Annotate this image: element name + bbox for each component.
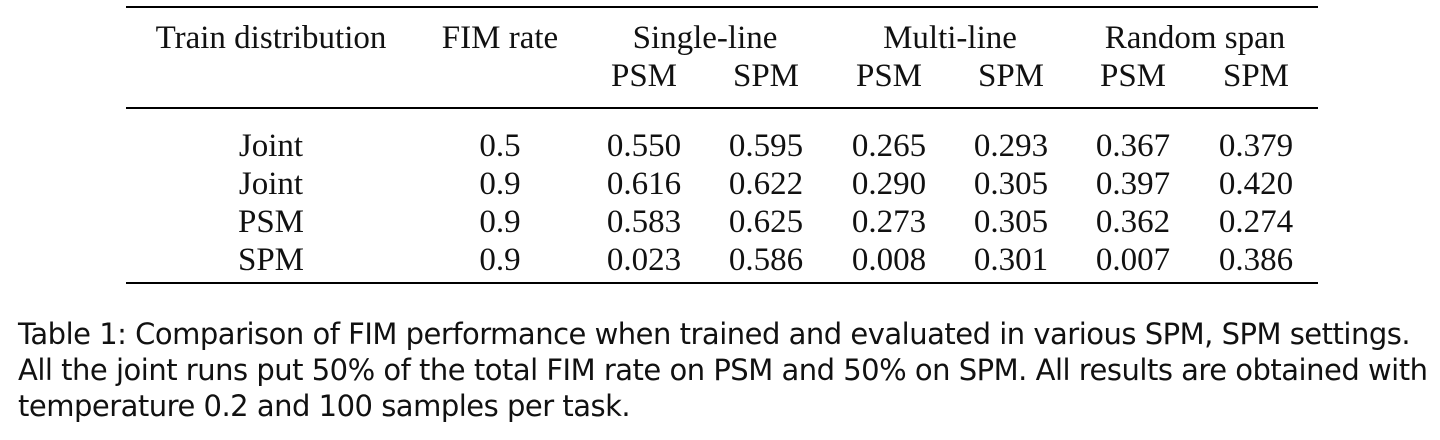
header-random-span: Random span: [1104, 20, 1286, 56]
table-header-rule: [126, 107, 1318, 109]
subheader-random-span-psm: PSM: [1099, 58, 1167, 94]
table-top-rule: [126, 6, 1318, 8]
table-cell: 0.273: [851, 204, 927, 240]
table-cell: Joint: [238, 128, 304, 164]
table-cell: 0.625: [728, 204, 804, 240]
subheader-multi-line-psm: PSM: [855, 58, 923, 94]
table-cell: 0.420: [1218, 166, 1294, 202]
table-caption: Table 1: Comparison of FIM performance w…: [18, 317, 1428, 423]
header-train-distribution: Train distribution: [155, 20, 387, 56]
table-cell: 0.622: [728, 166, 804, 202]
subheader-single-line-psm: PSM: [610, 58, 678, 94]
table-cell: 0.305: [973, 166, 1049, 202]
table-cell: 0.586: [728, 242, 804, 278]
table-cell: 0.9: [479, 242, 521, 278]
table-cell: 0.290: [851, 166, 927, 202]
subheader-single-line-spm: SPM: [732, 58, 800, 94]
table-cell: PSM: [237, 204, 305, 240]
table-cell: Joint: [238, 166, 304, 202]
table-cell: 0.305: [973, 204, 1049, 240]
table-cell: 0.265: [851, 128, 927, 164]
table-cell: 0.379: [1218, 128, 1294, 164]
table-cell: 0.362: [1095, 204, 1171, 240]
table-cell: 0.007: [1095, 242, 1171, 278]
table-cell: 0.386: [1218, 242, 1294, 278]
table-cell: 0.367: [1095, 128, 1171, 164]
table-cell: 0.274: [1218, 204, 1294, 240]
table-cell: 0.301: [973, 242, 1049, 278]
table-cell: 0.008: [851, 242, 927, 278]
table-cell: 0.583: [606, 204, 682, 240]
header-fim-rate: FIM rate: [441, 20, 559, 56]
table-cell: 0.293: [973, 128, 1049, 164]
header-single-line: Single-line: [632, 20, 778, 56]
table-cell: 0.023: [606, 242, 682, 278]
table-cell: 0.397: [1095, 166, 1171, 202]
table-cell: 0.5: [479, 128, 521, 164]
table-cell: 0.9: [479, 204, 521, 240]
table-cell: 0.616: [606, 166, 682, 202]
table-cell: SPM: [237, 242, 305, 278]
header-multi-line: Multi-line: [883, 20, 1017, 56]
table-bottom-rule: [126, 282, 1318, 284]
table-cell: 0.9: [479, 166, 521, 202]
subheader-random-span-spm: SPM: [1222, 58, 1290, 94]
subheader-multi-line-spm: SPM: [977, 58, 1045, 94]
table-cell: 0.595: [728, 128, 804, 164]
table-cell: 0.550: [606, 128, 682, 164]
